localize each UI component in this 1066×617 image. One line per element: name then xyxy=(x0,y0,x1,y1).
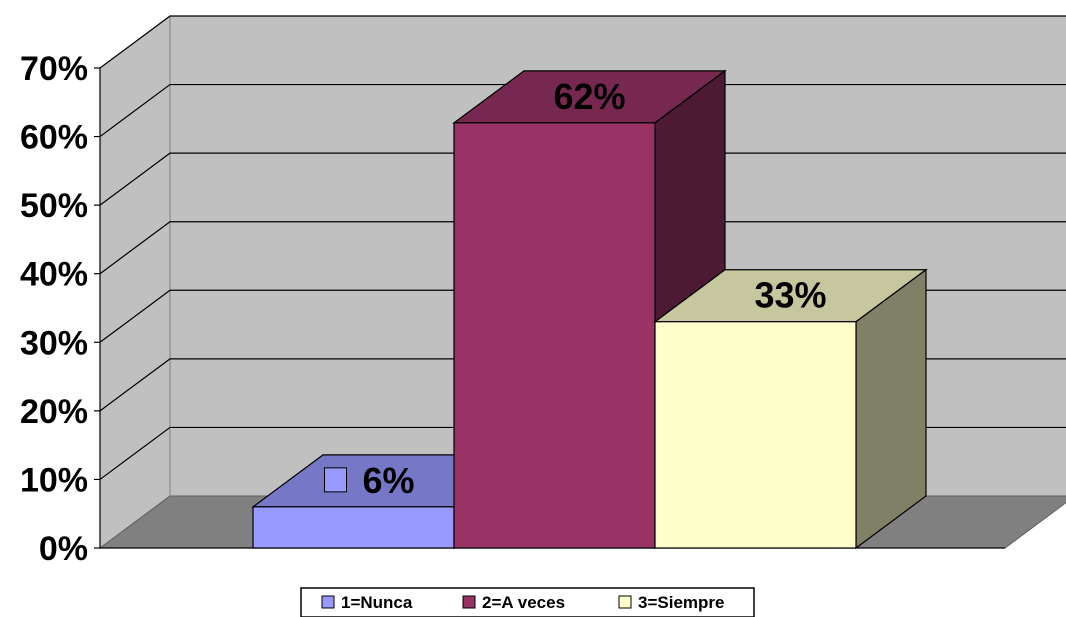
gridline xyxy=(99,152,1066,206)
legend-swatch-3 xyxy=(618,595,632,609)
y-tick-label: 60% xyxy=(20,119,88,157)
gridline xyxy=(99,221,1066,275)
legend-box xyxy=(300,587,755,617)
y-tick-label: 30% xyxy=(20,324,88,362)
legend-item-3: 3=Siempre xyxy=(638,593,724,612)
y-tick-label: 70% xyxy=(20,50,88,88)
bar-front-face xyxy=(453,122,656,549)
y-tick-label: 50% xyxy=(20,187,88,225)
gridline xyxy=(99,15,1066,69)
data-labels: 6% 62% 33% xyxy=(324,76,827,501)
legend: 1=Nunca 2=A veces 3=Siempre xyxy=(300,587,755,617)
legend-swatch-1 xyxy=(321,595,335,609)
value-axis: 0% 10% 20% 30% 40% 50% 60% 70% xyxy=(20,50,1005,568)
data-label-1: 6% xyxy=(362,460,414,501)
legend-swatch-2 xyxy=(462,595,476,609)
bar-front-face xyxy=(654,321,857,549)
y-tick-label: 10% xyxy=(20,461,88,499)
bar-front-face xyxy=(252,506,455,549)
legend-item-1: 1=Nunca xyxy=(341,593,413,612)
data-label-3: 33% xyxy=(754,275,826,316)
y-tick-label: 20% xyxy=(20,393,88,431)
data-label-2: 62% xyxy=(553,76,625,117)
gridline xyxy=(99,83,1066,138)
bars xyxy=(251,69,928,550)
y-tick-label: 0% xyxy=(39,530,88,568)
y-tick-label: 40% xyxy=(20,256,88,294)
bar-3 xyxy=(653,268,928,550)
side-wall xyxy=(99,15,171,549)
legend-item-2: 2=A veces xyxy=(482,593,565,612)
data-label-legend-key xyxy=(324,467,347,493)
